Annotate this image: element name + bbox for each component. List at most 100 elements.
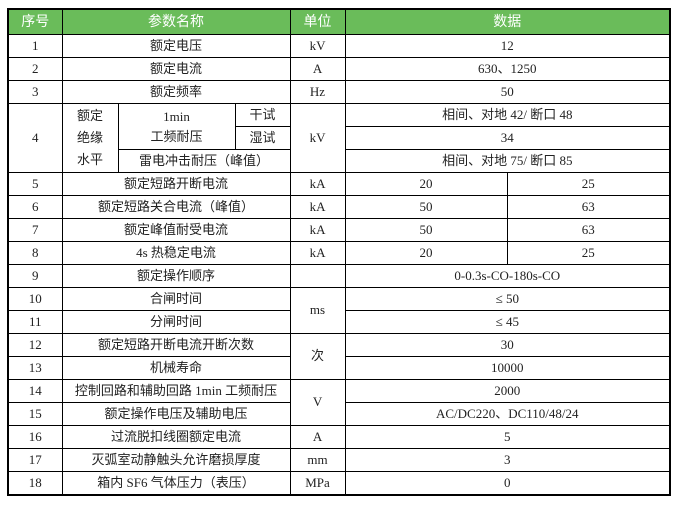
table-row: 9 额定操作顺序 0-0.3s-CO-180s-CO [7, 264, 671, 288]
data-cell: 相间、对地 75/ 断口 85 [344, 149, 671, 173]
table-row-4b: 湿试 34 [8, 126, 671, 150]
row-number-cell: 14 [7, 379, 63, 403]
power-frequency-withstand-cell: 1min 工频耐压 [117, 103, 236, 150]
unit-cell: Hz [289, 80, 346, 104]
data-cell: 5 [344, 425, 671, 449]
data-cell: 12 [344, 34, 671, 58]
unit-cell: A [289, 57, 346, 81]
unit-cell: kA [289, 195, 346, 219]
data-cell: 2000 [344, 379, 671, 403]
data-cell: 0 [344, 471, 671, 495]
data-cell-right: 63 [506, 195, 671, 219]
table-row: 17 灭弧室动静触头允许磨损厚度 mm 3 [7, 448, 671, 472]
header-col-unit: 单位 [289, 8, 346, 35]
unit-cell [289, 264, 346, 288]
table-row: 3 额定频率 Hz 50 [7, 80, 671, 104]
data-cell: 630、1250 [344, 57, 671, 81]
row-number-cell: 9 [7, 264, 63, 288]
param-cell: 额定短路开断电流开断次数 [61, 333, 291, 357]
unit-cell: kA [289, 172, 346, 196]
header-col-data: 数据 [344, 8, 671, 35]
data-cell-right: 63 [506, 218, 671, 242]
param-cell: 箱内 SF6 气体压力（表压） [61, 471, 291, 495]
table-row: 10 合闸时间 ms ≤ 50 [7, 287, 671, 334]
data-cell: 相间、对地 42/ 断口 48 [344, 103, 671, 127]
param-cell: 机械寿命 [61, 356, 291, 380]
unit-cell: kV [289, 34, 346, 58]
row-number-cell: 12 [7, 333, 63, 357]
header-row: 序号 参数名称 单位 数据 [7, 8, 671, 35]
param-cell: 合闸时间 [61, 287, 291, 311]
unit-cell: V [289, 379, 346, 426]
data-cell: 3 [344, 448, 671, 472]
row-number-cell: 16 [7, 425, 63, 449]
table-row: 8 4s 热稳定电流 kA 20 25 [7, 241, 671, 265]
table-row-4c: 雷电冲击耐压（峰值） 相间、对地 75/ 断口 85 [8, 149, 671, 173]
param-cell: 额定电流 [61, 57, 291, 81]
param-cell: 额定操作顺序 [61, 264, 291, 288]
table-row: 18 箱内 SF6 气体压力（表压） MPa 0 [7, 471, 671, 495]
unit-cell: kA [289, 241, 346, 265]
row-number-cell: 13 [7, 356, 63, 380]
lightning-impulse-cell: 雷电冲击耐压（峰值） [117, 149, 291, 173]
row-number-cell: 18 [7, 471, 63, 495]
table-row: 13 机械寿命 10000 [7, 356, 671, 380]
data-cell: 50 [344, 80, 671, 104]
data-cell-right: 25 [506, 241, 671, 265]
param-cell: 过流脱扣线圈额定电流 [61, 425, 291, 449]
table-row: 1 额定电压 kV 12 [7, 34, 671, 58]
row-number-cell: 15 [7, 402, 63, 426]
data-cell-left: 20 [344, 172, 508, 196]
table-row-4a: 4 额定 绝缘 水平 1min 工频耐压 干试 kV 相间、对地 42/ 断口 … [7, 103, 671, 173]
table-row: 12 额定短路开断电流开断次数 次 30 [7, 333, 671, 380]
param-cell: 额定峰值耐受电流 [61, 218, 291, 242]
dry-test-cell: 干试 [234, 103, 291, 127]
row-number-cell: 4 [7, 103, 63, 173]
unit-cell: kA [289, 218, 346, 242]
data-cell-left: 20 [344, 241, 508, 265]
data-cell: ≤ 50 [344, 287, 671, 311]
unit-cell: 次 [289, 333, 346, 380]
table-row: 11 分闸时间 ≤ 45 [7, 310, 671, 334]
param-cell: 额定电压 [61, 34, 291, 58]
data-cell: 10000 [344, 356, 671, 380]
row-number-cell: 7 [7, 218, 63, 242]
data-cell: AC/DC220、DC110/48/24 [344, 402, 671, 426]
row-number-cell: 10 [7, 287, 63, 311]
param-cell: 额定短路关合电流（峰值） [61, 195, 291, 219]
data-cell-right: 25 [506, 172, 671, 196]
header-col-param: 参数名称 [61, 8, 291, 35]
header-col-no: 序号 [7, 8, 63, 35]
unit-cell: mm [289, 448, 346, 472]
row-number-cell: 2 [7, 57, 63, 81]
row-number-cell: 17 [7, 448, 63, 472]
data-cell: ≤ 45 [344, 310, 671, 334]
table-row: 15 额定操作电压及辅助电压 AC/DC220、DC110/48/24 [7, 402, 671, 426]
data-cell: 34 [344, 126, 671, 150]
data-cell-left: 50 [344, 218, 508, 242]
spec-table: 序号 参数名称 单位 数据 1 额定电压 kV 12 2 额定电流 A 630、… [7, 8, 672, 496]
unit-cell: ms [289, 287, 346, 334]
param-cell: 灭弧室动静触头允许磨损厚度 [61, 448, 291, 472]
data-cell-left: 50 [344, 195, 508, 219]
table-row: 14 控制回路和辅助回路 1min 工频耐压 V 2000 [7, 379, 671, 426]
row-number-cell: 1 [7, 34, 63, 58]
unit-cell: kV [289, 103, 346, 173]
unit-cell: A [289, 425, 346, 449]
unit-cell: MPa [289, 471, 346, 495]
data-cell: 30 [344, 333, 671, 357]
wet-test-cell: 湿试 [234, 126, 291, 150]
row-number-cell: 5 [7, 172, 63, 196]
table-row: 16 过流脱扣线圈额定电流 A 5 [7, 425, 671, 449]
param-cell: 控制回路和辅助回路 1min 工频耐压 [61, 379, 291, 403]
table-row: 7 额定峰值耐受电流 kA 50 63 [7, 218, 671, 242]
insulation-level-group-cell: 额定 绝缘 水平 [61, 103, 119, 173]
row-number-cell: 3 [7, 80, 63, 104]
table-row: 5 额定短路开断电流 kA 20 25 [7, 172, 671, 196]
table-row: 6 额定短路关合电流（峰值） kA 50 63 [7, 195, 671, 219]
param-cell: 额定频率 [61, 80, 291, 104]
row-number-cell: 11 [7, 310, 63, 334]
param-cell: 分闸时间 [61, 310, 291, 334]
param-cell: 额定短路开断电流 [61, 172, 291, 196]
